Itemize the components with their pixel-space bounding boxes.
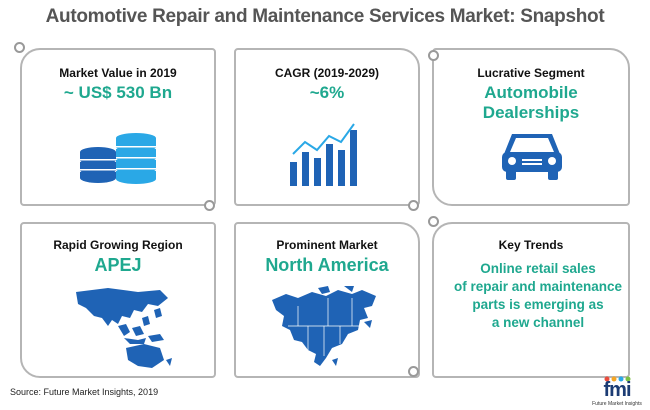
region-value: APEJ <box>94 255 142 275</box>
source-note: Source: Future Market Insights, 2019 <box>10 387 159 397</box>
connector-dot-icon <box>428 216 439 227</box>
cagr-card: CAGR (2019-2029) ~6% <box>234 48 420 206</box>
segment-card: Lucrative Segment Automobile Dealerships <box>432 48 630 206</box>
prominent-label: Prominent Market <box>276 238 378 252</box>
asia-pacific-map-icon <box>76 288 172 368</box>
bar-growth-chart-icon <box>290 123 357 186</box>
connector-dot-icon <box>408 366 419 377</box>
region-label: Rapid Growing Region <box>53 238 183 252</box>
connector-dot-icon <box>408 200 419 211</box>
trend-line: Online retail sales <box>480 261 596 276</box>
region-card: Rapid Growing Region APEJ <box>20 222 216 378</box>
trends-card: Key Trends Online retail sales of repair… <box>432 222 630 378</box>
trend-line: of repair and maintenance <box>453 279 623 294</box>
market-value-label: Market Value in 2019 <box>59 66 177 80</box>
market-value-card: Market Value in 2019 ~ US$ 530 Bn <box>20 48 216 206</box>
segment-value: Automobile Dealerships <box>482 83 580 122</box>
car-icon <box>502 134 562 180</box>
market-value-value: ~ US$ 530 Bn <box>63 83 173 102</box>
segment-label: Lucrative Segment <box>477 66 585 80</box>
north-america-map-icon <box>272 286 376 366</box>
logo-dots-icon <box>604 376 631 382</box>
trend-line: parts is emerging as <box>472 297 604 312</box>
logo-tagline: Future Market Insights <box>592 401 642 407</box>
cagr-label: CAGR (2019-2029) <box>274 66 380 80</box>
connector-dot-icon <box>14 42 25 53</box>
cagr-value: ~6% <box>309 83 345 102</box>
prominent-value: North America <box>265 255 389 275</box>
page-title: Automotive Repair and Maintenance Servic… <box>45 6 605 27</box>
trends-label: Key Trends <box>498 238 564 252</box>
connector-dot-icon <box>428 50 439 61</box>
database-stack-icon <box>80 133 156 184</box>
logo-wordmark: fmi <box>603 379 632 401</box>
trends-text: Online retail sales of repair and mainte… <box>444 260 632 332</box>
trend-line: a new channel <box>491 315 585 330</box>
fmi-logo: fmi Future Market Insights <box>590 376 644 407</box>
connector-dot-icon <box>204 200 215 211</box>
prominent-card: Prominent Market North America <box>234 222 420 378</box>
